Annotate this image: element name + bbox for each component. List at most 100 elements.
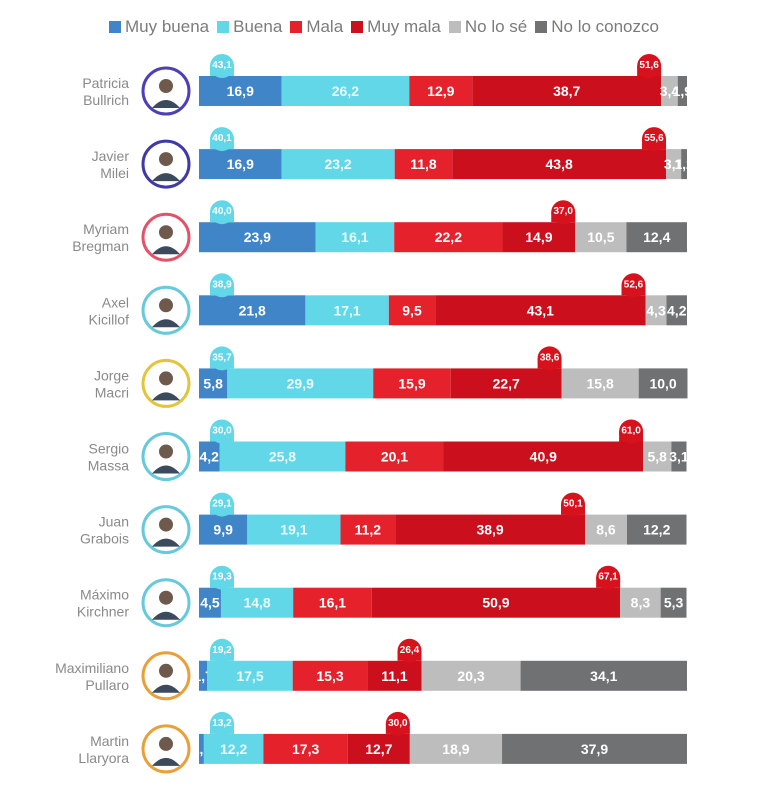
negative-total-bubble-stem: [397, 650, 422, 661]
data-label-no-lo-se: 15,8: [587, 375, 614, 391]
data-label-buena: 19,1: [280, 522, 307, 538]
positive-total-bubble-label: 35,7: [212, 352, 232, 363]
data-label-muy-mala: 43,8: [546, 156, 573, 172]
legend-entry-no-lo-se: No lo sé: [448, 17, 528, 37]
positive-total-bubble: 19,3: [210, 565, 234, 590]
avatar-head: [159, 590, 173, 605]
bar-segment-muy-mala: [347, 733, 410, 764]
bar-segment-no-lo-se: [620, 587, 661, 618]
bar-segment-no-lo-conozco: [638, 368, 688, 399]
row-name-line: Javier: [92, 148, 130, 164]
positive-total-bubble-label: 43,1: [212, 60, 232, 71]
bar-segment-muy-buena: [199, 295, 306, 326]
legend-swatch: [351, 21, 364, 33]
positive-total-bubble-stem: [210, 723, 234, 734]
negative-total-bubble-stem: [551, 212, 576, 223]
row-name-line: Martin: [90, 733, 129, 749]
negative-total-bubble-label: 50,1: [563, 499, 583, 510]
avatar-head: [159, 736, 173, 751]
row-name-line: Juan: [99, 514, 129, 530]
bar-segment-no-lo-se: [645, 295, 667, 326]
bar-segment-no-lo-conozco: [626, 222, 687, 253]
data-label-buena: 25,8: [269, 449, 296, 465]
data-label-no-lo-se: 18,9: [442, 741, 469, 757]
bar-segment-muy-mala: [443, 441, 644, 472]
negative-total-bubble: 38,6: [537, 346, 562, 371]
data-label-buena: 16,1: [341, 229, 368, 245]
data-label-buena: 26,2: [332, 83, 359, 99]
bar-segment-no-lo-conozco: [626, 514, 687, 545]
avatar-head: [159, 225, 173, 240]
positive-total-bubble-stem: [210, 504, 234, 515]
positive-total-bubble-stem: [210, 650, 234, 661]
data-label-mala: 15,3: [316, 668, 343, 684]
data-label-no-lo-conozco: 12,2: [643, 522, 670, 538]
negative-total-bubble-stem: [642, 139, 667, 150]
positive-total-bubble-stem: [210, 212, 234, 223]
legend-label: Muy mala: [367, 17, 441, 36]
legend-label: Mala: [306, 17, 344, 36]
avatar-head: [159, 371, 173, 386]
row-name-line: Patricia: [82, 75, 129, 91]
positive-total-bubble-label: 13,2: [212, 718, 232, 729]
bar-segment-buena: [247, 514, 341, 545]
negative-total-bubble-label: 52,6: [624, 279, 644, 290]
data-label-muy-mala: 11,1: [381, 668, 408, 684]
data-label-muy-mala: 22,7: [493, 375, 520, 391]
row-name-line: Llaryora: [78, 750, 129, 766]
legend-label: No lo sé: [464, 17, 528, 36]
row-name-line: Massa: [88, 458, 129, 474]
negative-total-bubble: 26,4: [397, 638, 422, 663]
data-label-no-lo-se: 5,8: [647, 449, 667, 465]
avatar-body: [152, 684, 180, 693]
data-label-buena: 14,8: [243, 595, 270, 611]
bar-segment-mala: [394, 149, 453, 180]
bar-segment-buena: [220, 587, 294, 618]
negative-total-bubble-stem: [537, 358, 562, 369]
bar-segment-mala: [293, 587, 372, 618]
negative-total-bubble-label: 51,6: [639, 60, 659, 71]
bar-segment-mala: [292, 660, 368, 691]
bar-segment-no-lo-conozco: [660, 587, 687, 618]
bar-segment-no-lo-se: [409, 733, 503, 764]
data-label-muy-mala: 38,9: [476, 522, 503, 538]
data-label-muy-mala: 14,9: [525, 229, 552, 245]
row-name-line: Bullrich: [83, 92, 129, 108]
bar-segment-no-lo-se: [661, 76, 678, 106]
bar-segment-buena: [203, 733, 264, 764]
avatar-head: [159, 298, 173, 313]
positive-total-bubble: 19,2: [210, 638, 234, 663]
data-label-buena: 17,5: [236, 668, 263, 684]
bar-segment-mala: [394, 222, 503, 253]
bar-segment-no-lo-conozco: [677, 76, 687, 106]
row-name-line: Jorge: [94, 367, 129, 383]
bar-segment-muy-mala: [367, 660, 422, 691]
avatar-body: [152, 465, 180, 474]
legend-entry-muy-mala: Muy mala: [351, 17, 441, 37]
negative-total-bubble-stem: [561, 504, 586, 515]
bar-segment-no-lo-se: [643, 441, 672, 472]
negative-total-bubble-stem: [385, 723, 410, 734]
data-label-no-lo-se: 8,6: [596, 522, 616, 538]
data-label-muy-mala: 50,9: [482, 595, 509, 611]
bar-segment-mala: [409, 76, 473, 106]
legend-entry-mala: Mala: [290, 17, 343, 37]
bar-segment-muy-buena: [199, 514, 248, 545]
avatar-head: [159, 152, 173, 167]
data-label-muy-buena: 9,9: [213, 522, 233, 538]
positive-total-bubble-label: 29,1: [212, 499, 232, 510]
bar-segment-buena: [305, 295, 389, 326]
data-label-muy-mala: 12,7: [365, 741, 392, 757]
negative-total-bubble: 51,6: [637, 54, 662, 78]
bar-segment-muy-buena: [199, 733, 204, 764]
legend-swatch: [448, 21, 461, 33]
data-label-muy-mala: 43,1: [527, 302, 554, 318]
row-name-line: Myriam: [83, 221, 129, 237]
row-name-line: Grabois: [80, 531, 129, 547]
